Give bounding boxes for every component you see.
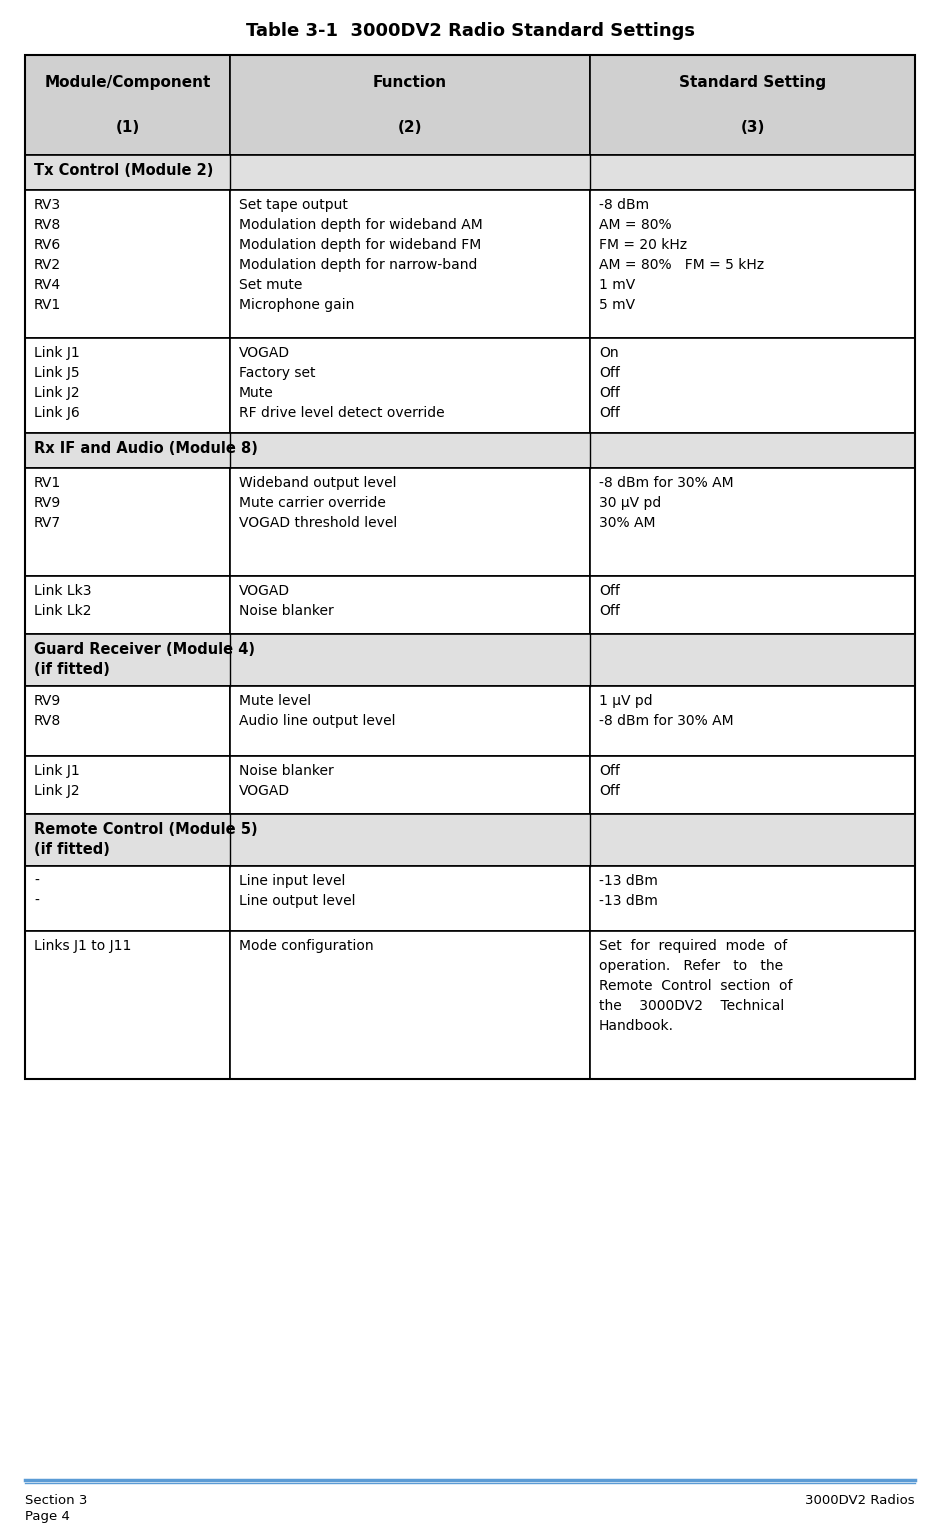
Text: On
Off
Off
Off: On Off Off Off <box>599 346 619 420</box>
Text: Tx Control (Module 2): Tx Control (Module 2) <box>34 163 213 178</box>
Text: -13 dBm
-13 dBm: -13 dBm -13 dBm <box>599 875 658 908</box>
Text: -8 dBm for 30% AM
30 µV pd
30% AM: -8 dBm for 30% AM 30 µV pd 30% AM <box>599 476 733 530</box>
Text: Set  for  required  mode  of
operation.   Refer   to   the
Remote  Control  sect: Set for required mode of operation. Refe… <box>599 939 792 1033</box>
Bar <box>590 931 915 1079</box>
Text: Link J1
Link J5
Link J2
Link J6: Link J1 Link J5 Link J2 Link J6 <box>34 346 80 420</box>
Text: Page 4: Page 4 <box>25 1509 70 1523</box>
Text: Line input level
Line output level: Line input level Line output level <box>239 875 355 908</box>
Text: Set tape output
Modulation depth for wideband AM
Modulation depth for wideband F: Set tape output Modulation depth for wid… <box>239 198 483 312</box>
Text: 3000DV2 Radios: 3000DV2 Radios <box>806 1494 915 1506</box>
Bar <box>590 686 915 756</box>
Bar <box>25 686 230 756</box>
Text: RV3
RV8
RV6
RV2
RV4
RV1: RV3 RV8 RV6 RV2 RV4 RV1 <box>34 198 61 312</box>
Bar <box>25 155 915 191</box>
Text: Section 3: Section 3 <box>25 1494 87 1506</box>
Text: RV9
RV8: RV9 RV8 <box>34 695 61 729</box>
Text: Mute level
Audio line output level: Mute level Audio line output level <box>239 695 396 729</box>
Bar <box>25 931 230 1079</box>
Text: Wideband output level
Mute carrier override
VOGAD threshold level: Wideband output level Mute carrier overr… <box>239 476 398 530</box>
Text: Guard Receiver (Module 4)
(if fitted): Guard Receiver (Module 4) (if fitted) <box>34 642 255 676</box>
Bar <box>25 55 915 1079</box>
Bar <box>25 865 230 931</box>
Bar <box>590 55 915 155</box>
Bar <box>590 865 915 931</box>
Text: Remote Control (Module 5)
(if fitted): Remote Control (Module 5) (if fitted) <box>34 822 258 856</box>
Text: Table 3-1  3000DV2 Radio Standard Settings: Table 3-1 3000DV2 Radio Standard Setting… <box>245 22 695 40</box>
Bar <box>25 55 230 155</box>
Bar <box>590 191 915 338</box>
Bar <box>590 338 915 433</box>
Bar <box>25 756 230 815</box>
Bar <box>25 633 915 686</box>
Bar <box>590 756 915 815</box>
Bar <box>230 467 590 576</box>
Bar <box>230 686 590 756</box>
Text: Off
Off: Off Off <box>599 584 619 618</box>
Text: RV1
RV9
RV7: RV1 RV9 RV7 <box>34 476 61 530</box>
Text: -8 dBm
AM = 80%
FM = 20 kHz
AM = 80%   FM = 5 kHz
1 mV
5 mV: -8 dBm AM = 80% FM = 20 kHz AM = 80% FM … <box>599 198 764 312</box>
Text: Links J1 to J11: Links J1 to J11 <box>34 939 132 953</box>
Bar <box>230 191 590 338</box>
Text: 1 µV pd
-8 dBm for 30% AM: 1 µV pd -8 dBm for 30% AM <box>599 695 733 729</box>
Bar <box>25 467 230 576</box>
Text: VOGAD
Noise blanker: VOGAD Noise blanker <box>239 584 334 618</box>
Bar <box>590 467 915 576</box>
Bar <box>25 433 915 467</box>
Text: Noise blanker
VOGAD: Noise blanker VOGAD <box>239 764 334 798</box>
Text: Module/Component

(1): Module/Component (1) <box>44 75 211 135</box>
Bar <box>230 931 590 1079</box>
Bar <box>230 55 590 155</box>
Text: Off
Off: Off Off <box>599 764 619 798</box>
Text: Standard Setting

(3): Standard Setting (3) <box>679 75 826 135</box>
Text: Mode configuration: Mode configuration <box>239 939 373 953</box>
Bar <box>230 338 590 433</box>
Bar <box>230 865 590 931</box>
Bar <box>25 815 915 865</box>
Text: Link J1
Link J2: Link J1 Link J2 <box>34 764 80 798</box>
Bar <box>590 576 915 633</box>
Bar <box>230 576 590 633</box>
Text: VOGAD
Factory set
Mute
RF drive level detect override: VOGAD Factory set Mute RF drive level de… <box>239 346 445 420</box>
Text: Link Lk3
Link Lk2: Link Lk3 Link Lk2 <box>34 584 91 618</box>
Bar <box>25 191 230 338</box>
Text: Function

(2): Function (2) <box>373 75 447 135</box>
Bar <box>25 576 230 633</box>
Bar <box>230 756 590 815</box>
Text: Rx IF and Audio (Module 8): Rx IF and Audio (Module 8) <box>34 441 258 456</box>
Bar <box>25 338 230 433</box>
Text: -
-: - - <box>34 875 39 908</box>
